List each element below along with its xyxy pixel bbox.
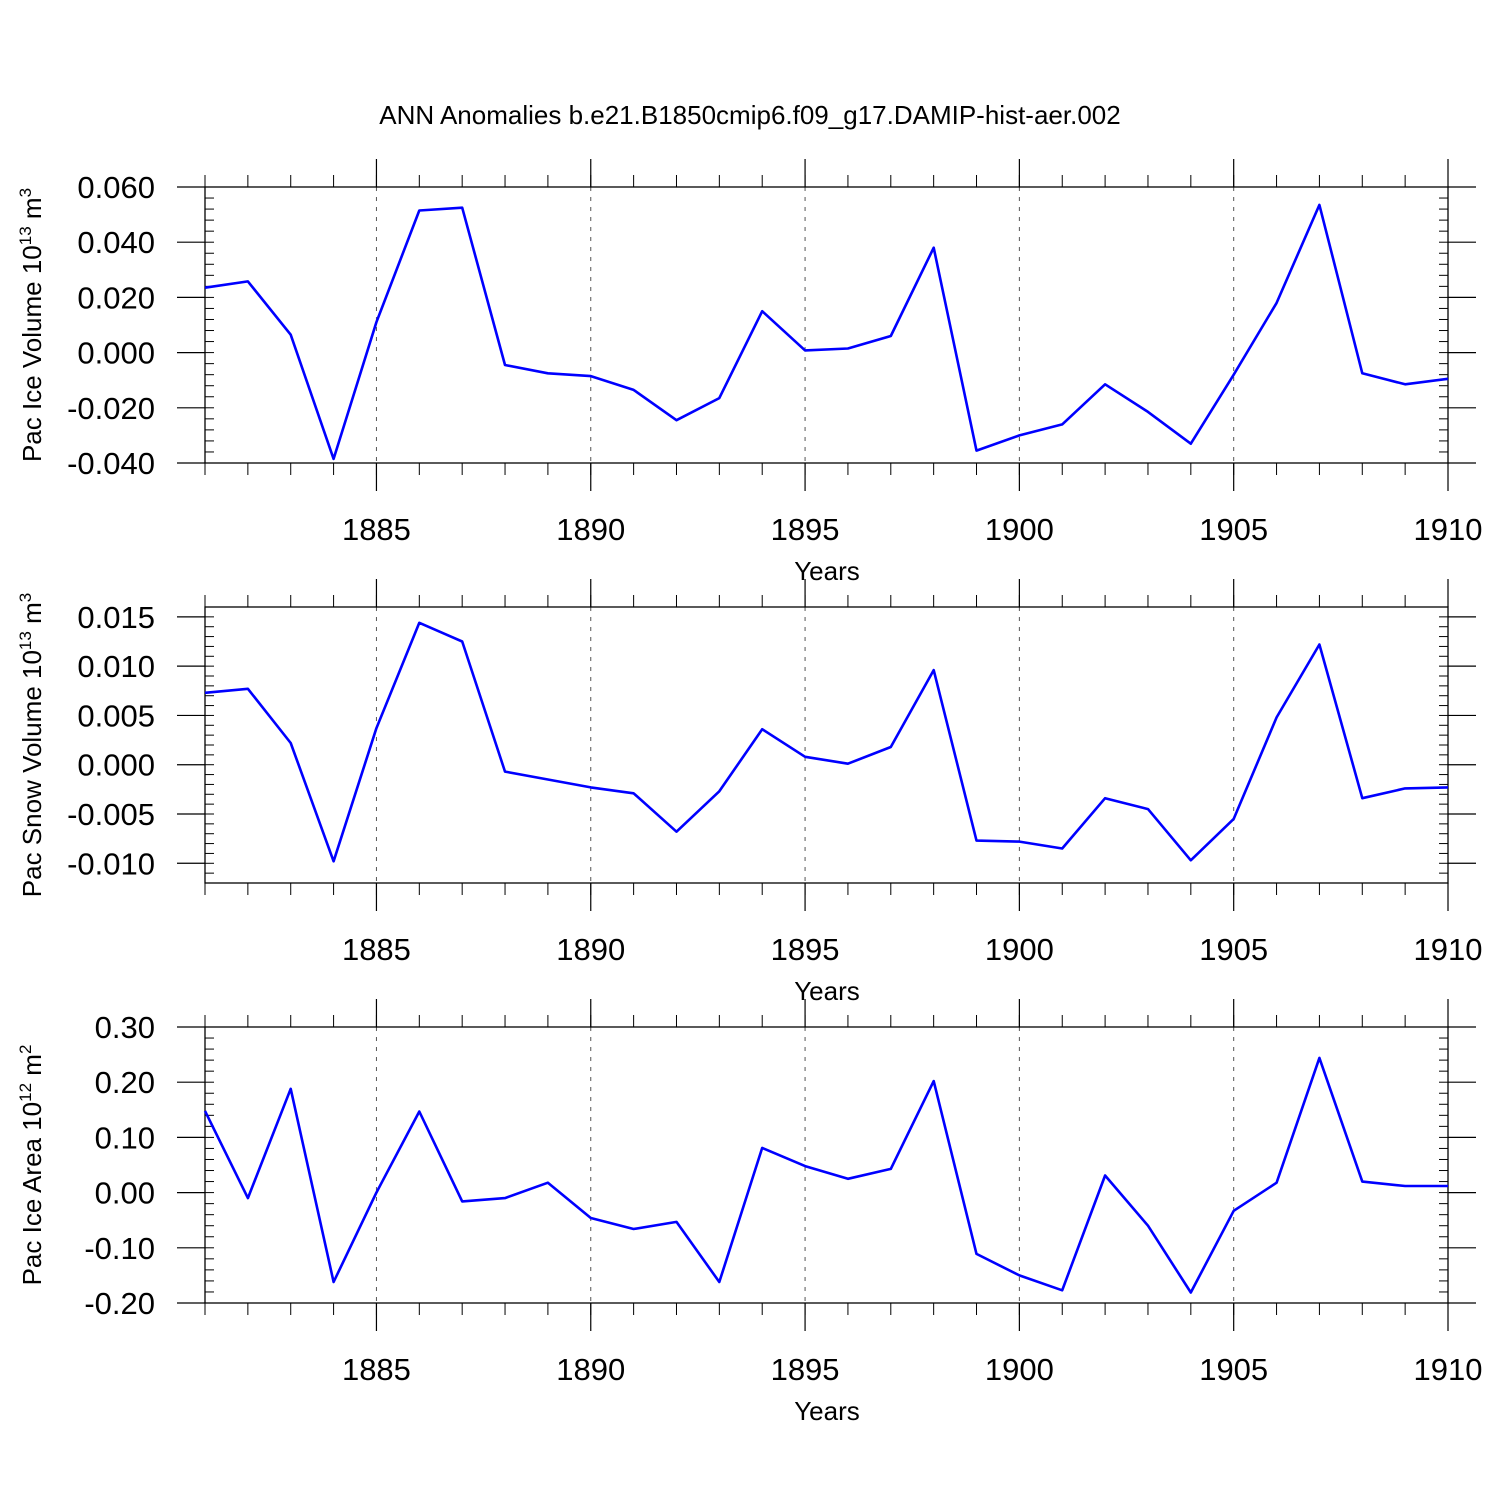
panel-3: -0.20 -0.10 0.00 0.10 0.20 0.30 1885 1890 1895 19… <box>16 999 1482 1426</box>
y-axis-title: Pac Ice Area 1012 m2 <box>16 1045 47 1286</box>
y-axis-title-superscript: 3 <box>16 593 35 602</box>
x-axis-title: Years <box>794 1396 860 1426</box>
x-axis-title: Years <box>794 556 860 586</box>
y-tick-label: -0.010 <box>67 846 155 881</box>
x-tick-label: 1885 <box>342 512 411 547</box>
x-tick-label: 1895 <box>771 932 840 967</box>
y-tick-label: 0.30 <box>95 1010 155 1045</box>
y-axis-title-part: m <box>17 197 47 226</box>
x-tick-label: 1905 <box>1199 1352 1268 1387</box>
y-tick-label: 0.10 <box>95 1120 155 1155</box>
y-tick-label: 0.00 <box>95 1176 155 1211</box>
x-tick-label: 1885 <box>342 932 411 967</box>
y-axis-title-part: Pac Snow Volume 10 <box>17 650 47 897</box>
y-axis-title-part: Pac Ice Volume 10 <box>17 245 47 462</box>
series-line <box>204 621 1449 863</box>
x-tick-label: 1890 <box>556 932 625 967</box>
y-axis-title-superscript: 12 <box>16 1083 35 1102</box>
series-line <box>204 203 1449 461</box>
x-tick-label: 1885 <box>342 1352 411 1387</box>
y-axis-title-part: m <box>17 1054 47 1083</box>
y-tick-label: 0.060 <box>77 170 155 205</box>
x-tick-label: 1900 <box>985 932 1054 967</box>
y-tick-label: 0.000 <box>77 336 155 371</box>
x-tick-label: 1895 <box>771 512 840 547</box>
y-tick-label: -0.20 <box>84 1286 155 1321</box>
y-axis-title: Pac Ice Volume 1013 m3 <box>16 188 47 462</box>
y-axis-title-part: Pac Ice Area 10 <box>17 1102 47 1286</box>
y-axis-title-superscript: 2 <box>16 1045 35 1054</box>
y-axis-title-superscript: 13 <box>16 226 35 245</box>
series-line <box>203 1056 1448 1294</box>
chart-title: ANN Anomalies b.e21.B1850cmip6.f09_g17.D… <box>379 100 1120 130</box>
y-axis-title-superscript: 13 <box>16 631 35 650</box>
y-axis-title-superscript: 3 <box>16 188 35 197</box>
panel-2: -0.010 -0.005 0.000 0.005 0.010 0.015 1885 1890… <box>16 579 1482 1006</box>
x-tick-label: 1905 <box>1199 932 1268 967</box>
plot-frame <box>204 186 1449 464</box>
y-tick-label: -0.020 <box>67 391 155 426</box>
y-tick-label: 0.015 <box>77 600 155 635</box>
x-tick-label: 1895 <box>771 1352 840 1387</box>
x-tick-label: 1910 <box>1414 512 1483 547</box>
y-tick-label: 0.010 <box>77 649 155 684</box>
x-tick-label: 1910 <box>1414 932 1483 967</box>
y-tick-label: 0.040 <box>77 225 155 260</box>
x-tick-label: 1910 <box>1414 1352 1483 1387</box>
y-tick-label: 0.005 <box>77 698 155 733</box>
y-tick-label: -0.040 <box>67 446 155 481</box>
y-axis-title-part: m <box>17 602 47 631</box>
x-tick-label: 1890 <box>556 1352 625 1387</box>
x-tick-label: 1900 <box>985 1352 1054 1387</box>
y-tick-label: -0.10 <box>84 1231 155 1266</box>
plot-frame <box>204 606 1449 884</box>
y-tick-label: 0.020 <box>77 280 155 315</box>
x-tick-label: 1890 <box>556 512 625 547</box>
y-tick-label: -0.005 <box>67 797 155 832</box>
x-tick-label: 1905 <box>1199 512 1268 547</box>
y-tick-label: 0.000 <box>77 748 155 783</box>
x-tick-label: 1900 <box>985 512 1054 547</box>
y-axis-title: Pac Snow Volume 1013 m3 <box>16 593 47 897</box>
plot-frame <box>204 1026 1449 1304</box>
panel-1: -0.040 -0.020 0.000 0.020 0.040 0.060 1885 1890… <box>16 159 1482 586</box>
y-tick-label: 0.20 <box>95 1065 155 1100</box>
x-axis-title: Years <box>794 976 860 1006</box>
